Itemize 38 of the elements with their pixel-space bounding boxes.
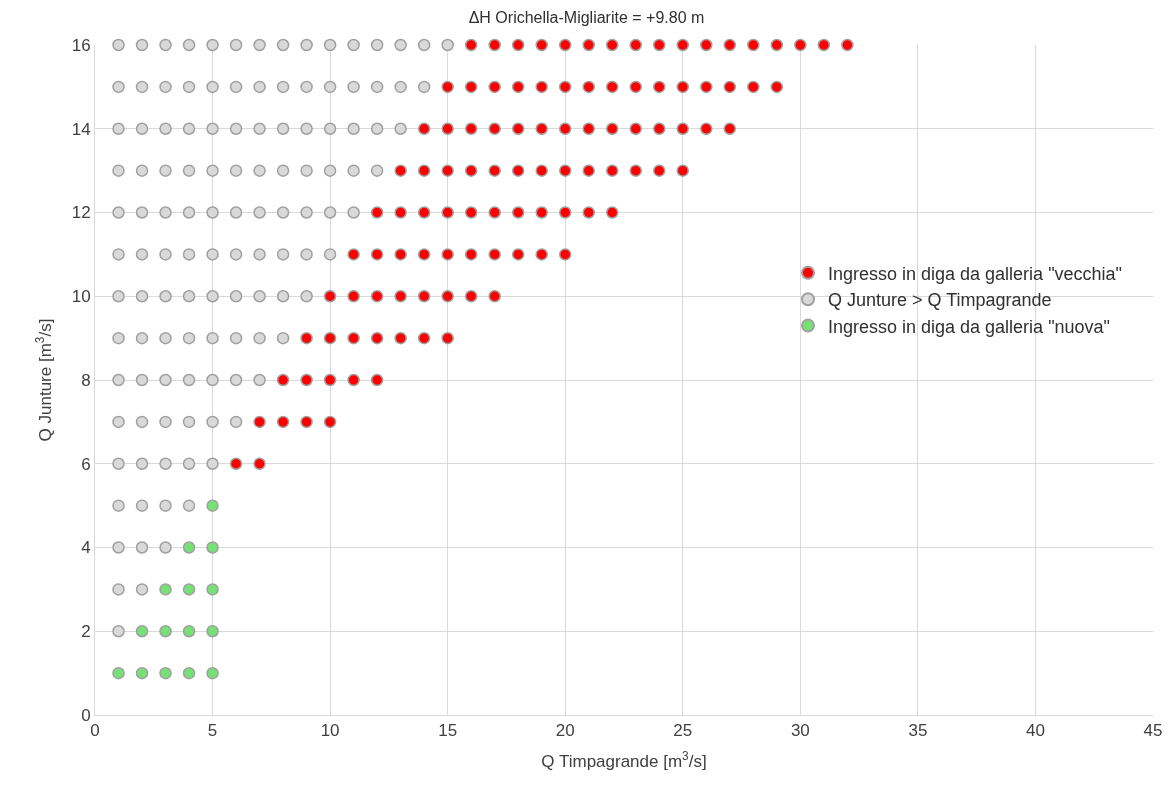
x-tick-label: 10 [320,721,340,741]
point [182,583,196,596]
y-tick-label: 12 [71,203,91,223]
x-tick-label: 45 [1143,721,1163,741]
y-tick-label: 16 [71,35,91,55]
chart-title: ΔH Orichella-Migliarite = +9.80 m [468,9,705,27]
x-tick-label: 40 [1025,721,1045,741]
point [206,499,219,512]
y-tick-label: 0 [81,705,91,725]
y-tick-label: 4 [81,538,91,558]
x-tick-label: 20 [555,721,575,741]
point [135,625,149,638]
point [159,625,172,638]
point [182,541,196,554]
point [206,541,219,554]
x-tick-label: 35 [908,721,928,741]
point [182,625,196,638]
x-axis-title: Q Timpagrande [m$^{3}$/s] [541,748,707,771]
legend-label: Ingresso in diga da galleria "vecchia" [827,263,1122,284]
x-tick-label: 15 [438,721,458,741]
point [135,666,149,680]
point [182,666,196,680]
y-tick-label: 8 [81,370,91,390]
legend-label: Ingresso in diga da galleria "nuova" [827,316,1110,337]
point [206,625,219,638]
point [159,666,172,680]
y-tick-label: 6 [81,454,91,474]
point [206,583,219,596]
x-tick-label: 30 [790,721,810,741]
point [206,666,219,680]
y-tick-label: 2 [81,622,91,642]
x-tick-label: 5 [207,721,218,741]
point [159,583,172,596]
point [112,666,125,680]
y-tick-label: 10 [71,287,91,307]
x-tick-label: 25 [673,721,693,741]
y-tick-label: 14 [71,119,91,139]
legend-label: Q Junture > Q Timpagrande [827,290,1052,311]
